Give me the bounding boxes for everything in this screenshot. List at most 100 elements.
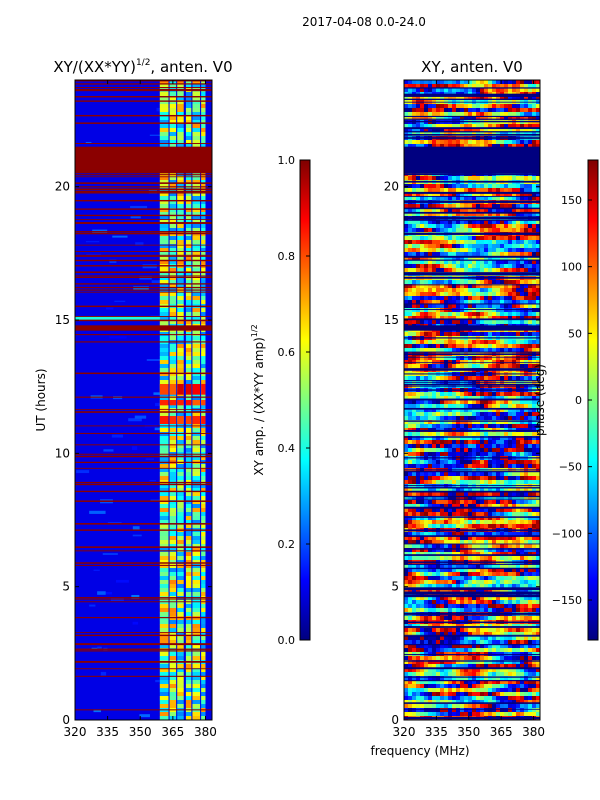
phase-cell <box>420 440 425 445</box>
amplitude-band-cell <box>177 260 184 265</box>
phase-cell <box>492 492 497 497</box>
phase-cell <box>420 308 425 313</box>
amplitude-band-cell <box>185 556 192 561</box>
amplitude-band-cell <box>177 604 184 609</box>
amplitude-band-cell <box>169 348 177 353</box>
phase-cell <box>492 408 497 413</box>
amplitude-band-cell <box>185 524 192 529</box>
phase-cell <box>516 280 521 285</box>
phase-cell <box>412 280 417 285</box>
phase-cell <box>440 308 445 313</box>
amplitude-band-cell <box>192 272 201 277</box>
amplitude-flag-line <box>75 114 212 117</box>
phase-cell <box>416 252 421 257</box>
amplitude-band-cell <box>185 292 192 297</box>
phase-cell <box>508 488 513 493</box>
phase-cell <box>536 488 540 493</box>
phase-cell <box>436 488 441 493</box>
phase-cell <box>424 400 429 405</box>
amplitude-band-cell <box>185 552 192 557</box>
phase-cell <box>432 208 437 213</box>
phase-cell <box>500 204 505 209</box>
phase-cell <box>528 124 533 129</box>
phase-cell <box>424 460 429 465</box>
amplitude-band-cell <box>201 360 206 365</box>
phase-cell <box>464 184 469 189</box>
phase-cell <box>500 332 505 337</box>
phase-cell <box>452 436 457 441</box>
amplitude-band-cell <box>177 172 184 177</box>
amplitude-band-cell <box>192 344 201 349</box>
amplitude-band-cell <box>169 292 177 297</box>
amplitude-band-cell <box>169 172 177 177</box>
amplitude-band-cell <box>177 292 184 297</box>
phase-cell <box>504 440 509 445</box>
amplitude-band-cell <box>177 208 184 213</box>
phase-cell <box>492 128 497 133</box>
amplitude-band-cell <box>201 120 206 125</box>
phase-cell <box>536 340 540 345</box>
amplitude-band-cell <box>177 132 184 137</box>
phase-cell <box>532 228 537 233</box>
phase-cell <box>508 400 513 405</box>
amplitude-band-cell <box>159 552 169 557</box>
phase-cell <box>412 424 417 429</box>
phase-cell <box>468 396 473 401</box>
phase-cell <box>456 296 461 301</box>
amplitude-band-cell <box>192 648 201 653</box>
phase-cell <box>500 524 505 529</box>
amplitude-band-cell <box>185 696 192 701</box>
phase-cell <box>480 268 485 273</box>
phase-cell <box>500 484 505 489</box>
amplitude-band-cell <box>185 360 192 365</box>
phase-cell <box>484 360 489 365</box>
phase-cell <box>532 444 537 449</box>
phase-cell <box>488 444 493 449</box>
amplitude-colorbar: 0.00.20.40.60.81.0 XY amp. / (XX*YY amp)… <box>250 154 311 647</box>
amplitude-ytick-label: 0 <box>62 713 70 727</box>
phase-cell <box>448 84 453 89</box>
phase-cell <box>476 312 481 317</box>
phase-cell <box>420 516 425 521</box>
amplitude-band-cell <box>159 512 169 517</box>
phase-cell <box>436 392 441 397</box>
amplitude-band-cell <box>159 112 169 117</box>
phase-cell <box>416 460 421 465</box>
amplitude-band-cell <box>177 316 184 321</box>
phase-cell <box>408 208 413 213</box>
amplitude-band-cell <box>185 432 192 437</box>
phase-cell <box>464 104 469 109</box>
phase-cell <box>424 288 429 293</box>
phase-cell <box>460 80 465 85</box>
amplitude-band-cell <box>201 212 206 217</box>
phase-cell <box>484 364 489 369</box>
phase-cell <box>524 104 529 109</box>
amplitude-band-cell <box>177 596 184 601</box>
amplitude-band-cell <box>201 376 206 381</box>
amplitude-band-cell <box>201 228 206 233</box>
phase-cell <box>456 84 461 89</box>
phase-cell <box>452 360 457 365</box>
phase-cell <box>416 240 421 245</box>
amplitude-band-cell <box>201 284 206 289</box>
phase-cell <box>432 484 437 489</box>
phase-cell <box>508 404 513 409</box>
phase-cell <box>520 344 525 349</box>
amplitude-band-cell <box>169 256 177 261</box>
amplitude-band-cell <box>192 296 201 301</box>
amplitude-band-cell <box>159 256 169 261</box>
phase-cell <box>444 80 449 85</box>
phase-cell <box>476 288 481 293</box>
phase-cell <box>432 80 437 85</box>
amplitude-band-cell <box>177 652 184 657</box>
phase-cell <box>416 432 421 437</box>
amplitude-band-cell <box>201 196 206 201</box>
amplitude-texture-cell <box>97 646 102 649</box>
phase-cell <box>496 300 501 305</box>
phase-cell <box>508 376 513 381</box>
phase-cell <box>404 444 409 449</box>
phase-cell <box>516 380 521 385</box>
phase-cell <box>480 244 485 249</box>
phase-cell <box>452 376 457 381</box>
phase-cell <box>492 260 497 265</box>
